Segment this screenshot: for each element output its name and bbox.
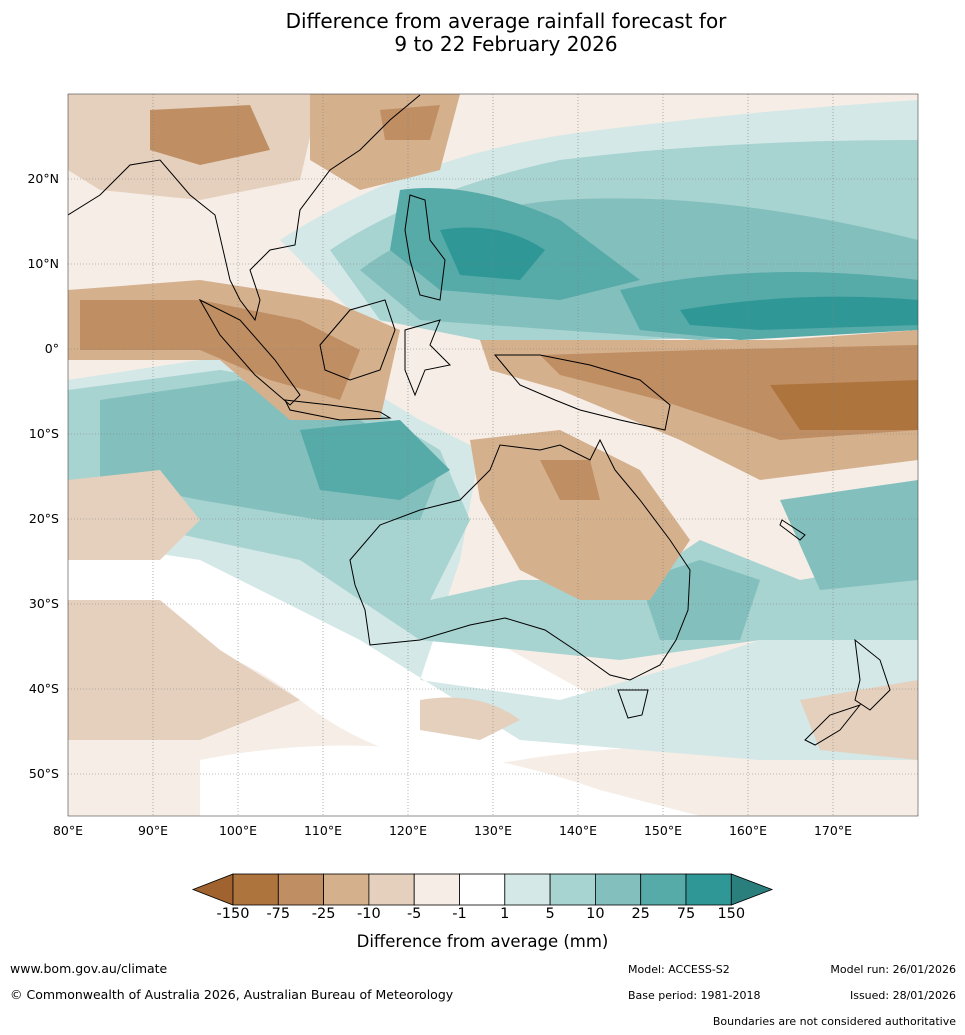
longitude-labels: 80°E 90°E 100°E 110°E 120°E 130°E 140°E 150°E 16… (53, 823, 852, 838)
latitude-label: 50°S (29, 766, 59, 781)
longitude-label: 90°E (138, 823, 168, 838)
map-frame (67, 93, 919, 817)
asia-coast (68, 94, 421, 322)
footer-model: Model: ACCESS-S2 (628, 963, 730, 976)
longitude-label: 140°E (559, 823, 597, 838)
latitude-label: 10°N (27, 256, 59, 271)
latitude-label: 20°S (29, 511, 59, 526)
colorbar-tick-label: 150 (717, 906, 746, 922)
colorbar-segment (413, 873, 460, 906)
java-coast (284, 399, 392, 421)
title-line-1: Difference from average rainfall forecas… (285, 9, 727, 33)
colorbar-extend-high (730, 873, 774, 906)
philippines-coast (404, 194, 446, 301)
sulawesi-coast (404, 319, 452, 397)
colorbar-segment (640, 873, 687, 906)
colorbar-tick-label: -25 (311, 906, 336, 922)
footer-copyright: © Commonwealth of Australia 2026, Austra… (10, 987, 454, 1002)
colorbar-extend-low (191, 873, 234, 906)
australia-coast (349, 438, 691, 681)
colorbar-tick-label: 10 (586, 906, 605, 922)
latitude-labels: 20°N 10°N 0° 10°S 20°S 30°S 40°S 50°S (27, 171, 59, 781)
latitude-label: 30°S (29, 596, 59, 611)
footer-issued: Issued: 28/01/2026 (849, 989, 956, 1002)
longitude-label: 130°E (474, 823, 512, 838)
graticule (68, 94, 918, 816)
colorbar-title: Difference from average (mm) (356, 932, 609, 951)
longitude-label: 100°E (219, 823, 257, 838)
colorbar-tick-label: -150 (216, 906, 250, 922)
colorbar-segment (323, 873, 370, 906)
colorbar-tick-label: 5 (545, 906, 555, 922)
footer-disclaimer: Boundaries are not considered authoritat… (712, 1015, 956, 1028)
longitude-label: 170°E (814, 823, 852, 838)
colorbar-tick-label: 75 (676, 906, 696, 922)
colorbar-segment (685, 873, 732, 906)
latitude-label: 20°N (27, 171, 59, 186)
colorbar (191, 873, 774, 906)
footer-base-period: Base period: 1981-2018 (628, 989, 761, 1002)
colorbar-tick-label: -1 (452, 906, 467, 922)
colorbar-segment (595, 873, 642, 906)
latitude-label: 10°S (29, 426, 59, 441)
colorbar-segment (368, 873, 415, 906)
title-line-2: 9 to 22 February 2026 (394, 32, 618, 56)
longitude-label: 80°E (53, 823, 83, 838)
coastlines (68, 94, 891, 746)
colorbar-tick-label: -75 (266, 906, 291, 922)
map-title: Difference from average rainfall forecas… (0, 10, 965, 56)
colorbar-tick-label: -10 (357, 906, 381, 922)
colorbar-tick-label: 1 (500, 906, 510, 922)
longitude-label: 110°E (304, 823, 342, 838)
colorbar-segment (459, 873, 506, 906)
footer-model-run: Model run: 26/01/2026 (830, 963, 956, 976)
longitude-label: 160°E (729, 823, 767, 838)
longitude-label: 120°E (389, 823, 427, 838)
colorbar-tick-label: 25 (631, 906, 650, 922)
new-caledonia-coast (779, 519, 806, 541)
colorbar-segment (277, 873, 324, 906)
colorbar-segment (232, 873, 279, 906)
longitude-label: 150°E (644, 823, 682, 838)
latitude-label: 0° (45, 341, 59, 356)
colorbar-segment (549, 873, 596, 906)
colorbar-segment (504, 873, 551, 906)
new-zealand-coast (804, 638, 891, 746)
footer-url[interactable]: www.bom.gov.au/climate (10, 961, 168, 976)
colorbar-tick-label: -5 (406, 906, 422, 922)
sumatra-coast (198, 298, 301, 406)
new-guinea-coast (493, 354, 671, 431)
tasmania-coast (617, 689, 649, 719)
borneo-coast (319, 299, 396, 381)
latitude-label: 40°S (29, 681, 59, 696)
map-field (68, 94, 918, 816)
